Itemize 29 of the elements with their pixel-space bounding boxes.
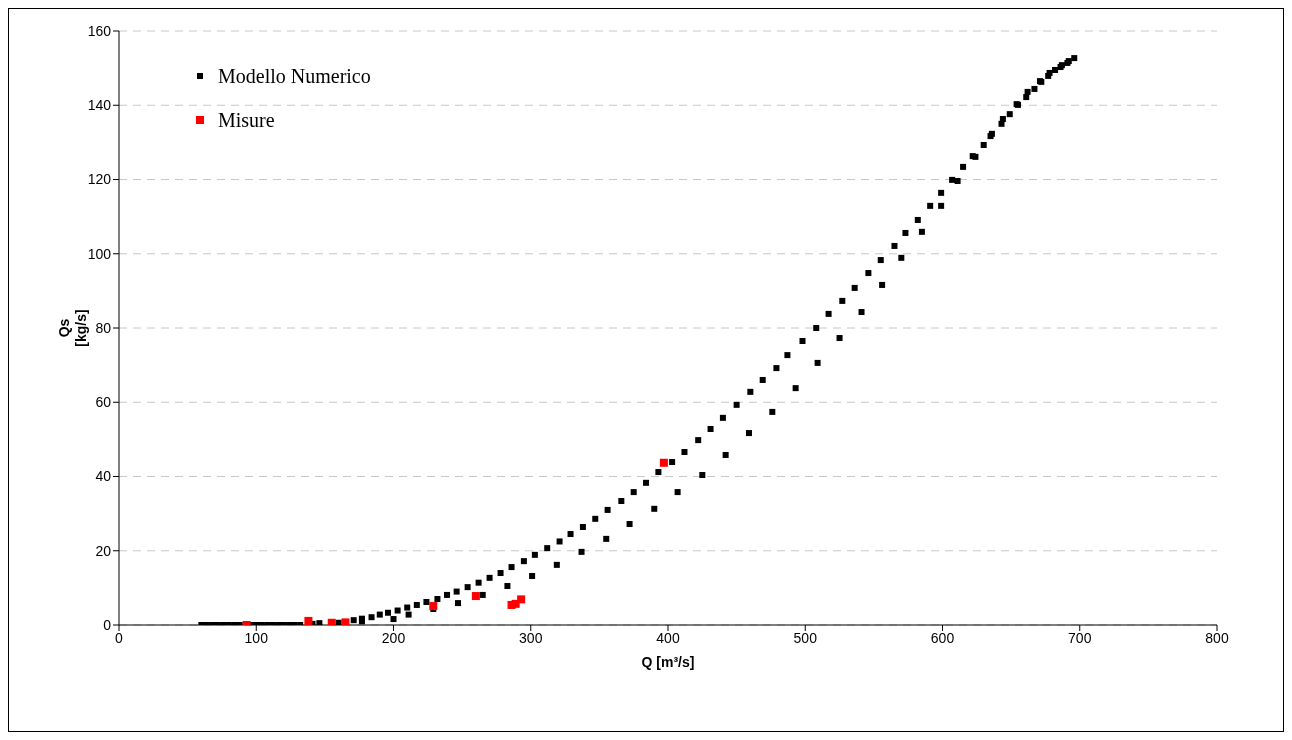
x-tick-label: 100 xyxy=(244,629,269,646)
x-tick-label: 200 xyxy=(381,629,406,646)
point xyxy=(341,618,350,625)
legend-label: Misure xyxy=(218,108,275,132)
y-tick-label: 0 xyxy=(103,616,112,633)
x-axis-title: Q [m³/s] xyxy=(641,654,695,670)
y-tick-label: 140 xyxy=(87,97,112,114)
y-tick-label: 40 xyxy=(95,468,112,485)
x-tick-label: 400 xyxy=(656,629,680,646)
point xyxy=(471,592,480,601)
x-tick-label: 0 xyxy=(115,629,124,646)
y-axis-title: Qs [kg/s] xyxy=(56,309,89,347)
x-tick-label: 700 xyxy=(1068,629,1092,646)
y-tick-label: 60 xyxy=(95,394,112,411)
point xyxy=(304,616,313,625)
y-tick-label: 120 xyxy=(87,171,112,188)
point xyxy=(659,458,668,467)
legend-label: Modello Numerico xyxy=(218,64,371,88)
point xyxy=(517,595,526,604)
y-tick-label: 80 xyxy=(95,319,112,336)
x-tick-label: 800 xyxy=(1205,629,1229,646)
x-tick-label: 300 xyxy=(519,629,543,646)
y-tick-label: 20 xyxy=(95,542,112,559)
x-tick-label: 600 xyxy=(930,629,955,646)
y-tick-label: 100 xyxy=(87,245,112,262)
point xyxy=(327,618,336,625)
x-tick-label: 500 xyxy=(793,629,818,646)
point xyxy=(429,602,438,611)
y-tick-label: 160 xyxy=(87,22,112,39)
